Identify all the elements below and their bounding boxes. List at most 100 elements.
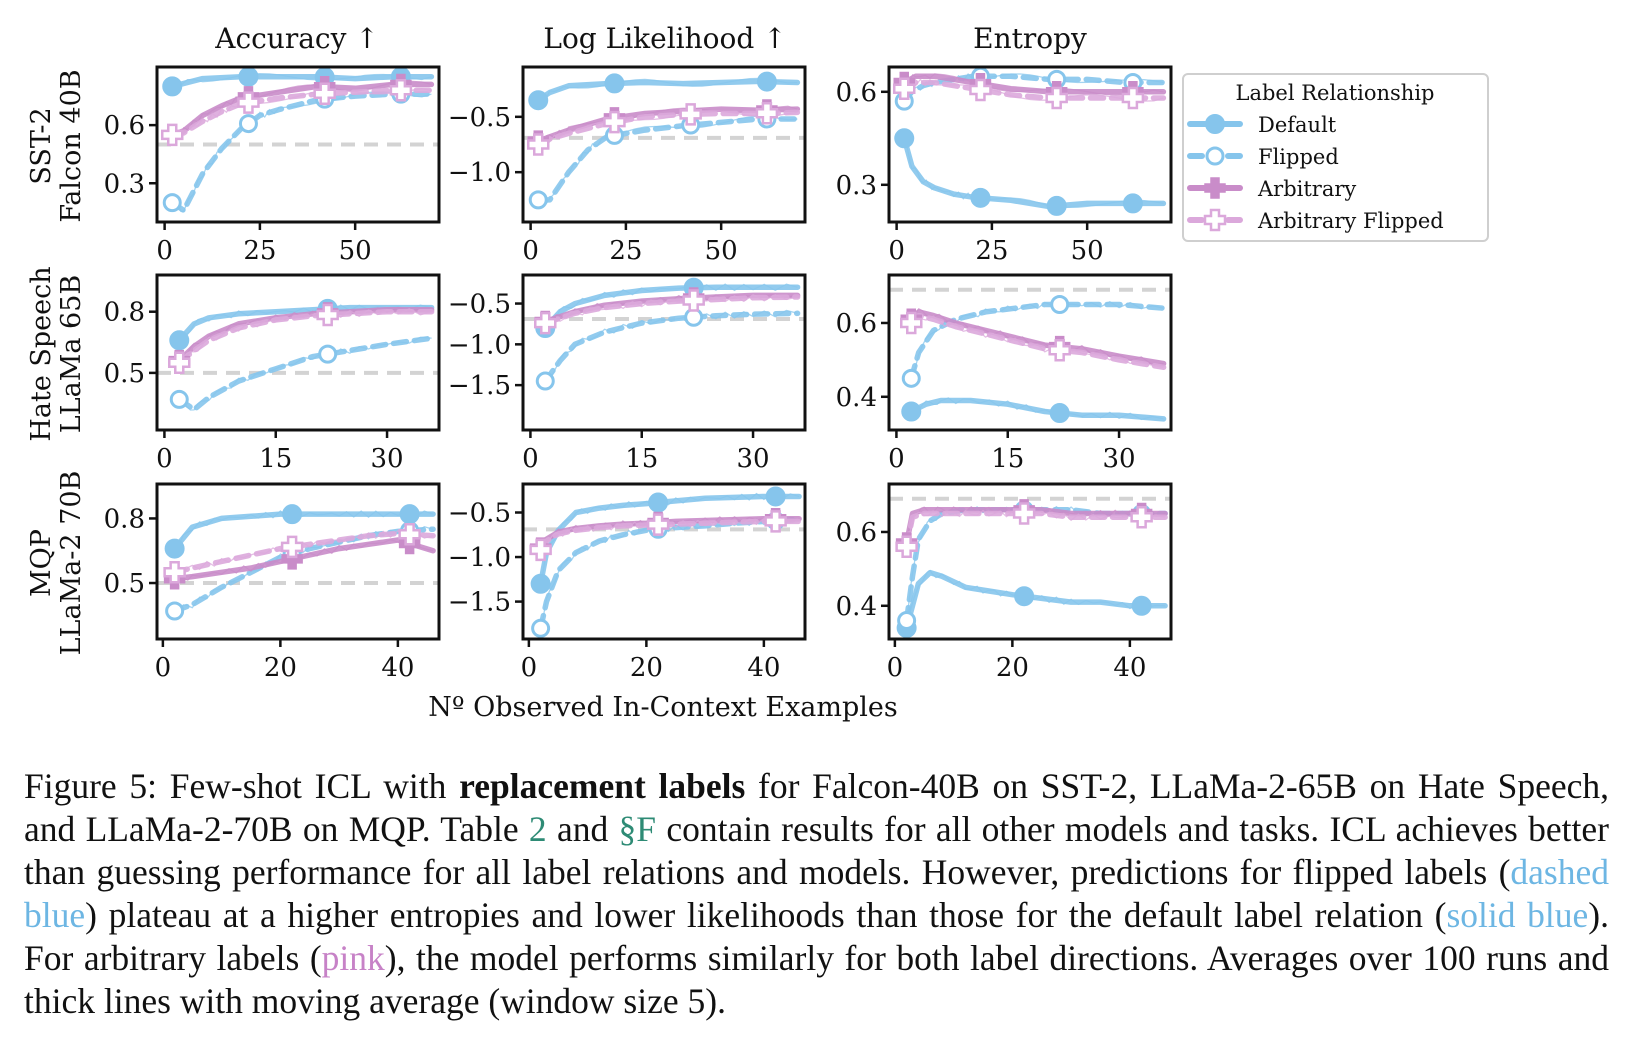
panel-r1-c1-plot-area [523, 283, 805, 384]
x-axis-label: Nº Observed In-Context Examples [428, 692, 898, 723]
caption-label: Figure 5: Few-shot ICL with [24, 766, 460, 806]
series-line-arbitrary-flipped [176, 308, 435, 366]
marker-default [169, 330, 190, 351]
legend-label-flipped: Flipped [1258, 145, 1339, 169]
panel-r0-c0-plot-area [157, 72, 439, 214]
marker-arbitrary-flipped [534, 311, 557, 335]
panel-r1-c2: 0 15 30 0.4 0.6 [836, 273, 1173, 474]
marker-arbitrary-flipped [679, 103, 702, 126]
panel-r0-c2: 0 25 50 0.3 0.6 [836, 65, 1173, 266]
section-ref-link[interactable]: §F [618, 809, 657, 849]
marker-arbitrary-flipped [1130, 505, 1153, 529]
x-tick-label: 15 [259, 444, 292, 474]
x-tick-label: 40 [381, 653, 414, 683]
marker-default [530, 573, 551, 594]
row-title-falcon-40b: Falcon 40B [56, 69, 87, 222]
y-tick-label: 0.5 [104, 569, 145, 599]
marker-default [970, 187, 991, 208]
legend-marker-arbitrary-flipped [1203, 208, 1227, 232]
series-line-arbitrary [169, 81, 435, 138]
series-line-arbitrary-flipped [535, 109, 801, 148]
y-tick-label: −0.5 [448, 103, 511, 133]
x-tick-label: 0 [887, 653, 904, 683]
column-title-entropy: Entropy [973, 22, 1087, 55]
legend-label-arbitrary-flipped: Arbitrary Flipped [1257, 209, 1444, 233]
marker-flipped [165, 601, 185, 621]
panel-r2-c1-frame [521, 482, 807, 641]
panel-r1-c2-frame [887, 273, 1173, 432]
caption-text-4: ) plateau at a higher entropies and lowe… [85, 895, 1447, 935]
y-tick-label: −1.5 [448, 371, 511, 401]
y-tick-label: −0.5 [448, 290, 511, 320]
series-line-arbitrary-flipped [903, 510, 1168, 550]
y-tick-label: 0.5 [104, 359, 145, 389]
x-tick-label: 20 [264, 653, 297, 683]
panel-r2-c1: 0 20 40 −1.5 −1.0 −0.5 [448, 482, 807, 683]
legend-label-default: Default [1258, 113, 1337, 137]
marker-flipped [901, 368, 921, 388]
series-raw-flipped [910, 300, 1164, 379]
series-line-default [903, 569, 1168, 631]
marker-default [1122, 193, 1143, 214]
panel-r2-c2-plot-area [889, 496, 1171, 631]
caption-bold-phrase: replacement labels [459, 766, 746, 806]
panel-r0-c0: 0 25 50 0.3 0.6 [104, 65, 441, 266]
marker-default [894, 128, 915, 149]
legend-item-arbitrary: Arbitrary [1187, 177, 1356, 201]
marker-default [648, 492, 669, 513]
x-tick-label: 30 [737, 444, 770, 474]
marker-arbitrary-flipped [646, 513, 670, 536]
marker-default [399, 504, 420, 525]
marker-arbitrary-flipped [969, 78, 992, 102]
legend-marker-arbitrary [1204, 177, 1226, 199]
marker-arbitrary-flipped [280, 535, 304, 559]
marker-flipped [531, 618, 551, 638]
marker-arbitrary-flipped [764, 510, 787, 533]
y-tick-label: 0.3 [836, 171, 877, 201]
y-tick-label: 0.3 [104, 169, 145, 199]
x-tick-label: 25 [975, 236, 1008, 266]
marker-flipped [318, 344, 338, 364]
series-line-default [901, 135, 1167, 210]
panel-r0-c0-frame [155, 65, 441, 224]
marker-arbitrary-flipped [892, 77, 916, 100]
x-tick-label: 30 [1103, 444, 1136, 474]
marker-flipped [162, 193, 182, 213]
x-tick-label: 0 [522, 236, 539, 266]
figure-grid: Accuracy ↑ Log Likelihood ↑ Entropy SST-… [26, 22, 1489, 723]
series-line-arbitrary-flipped [908, 312, 1167, 371]
x-tick-label: 20 [996, 653, 1029, 683]
marker-flipped [535, 371, 555, 391]
column-title-accuracy: Accuracy ↑ [214, 22, 379, 55]
marker-arbitrary-flipped [160, 123, 184, 147]
x-tick-label: 0 [156, 236, 173, 266]
y-tick-label: 0.6 [104, 111, 145, 141]
series-line-default [537, 493, 802, 587]
x-tick-label: 50 [339, 236, 372, 266]
marker-arbitrary-flipped [1048, 339, 1071, 362]
x-tick-label: 40 [747, 653, 780, 683]
marker-arbitrary-flipped [682, 289, 705, 312]
row-title-llama2-70b: LLaMa-2 70B [56, 471, 87, 656]
y-tick-label: 0.6 [836, 309, 877, 339]
legend-item-flipped: Flipped [1187, 145, 1339, 169]
marker-flipped [897, 611, 917, 631]
legend-marker-flipped [1205, 146, 1225, 166]
panel-r2-c0-frame [155, 482, 441, 641]
x-tick-label: 50 [705, 236, 738, 266]
marker-default [238, 66, 259, 87]
marker-arbitrary-flipped [529, 538, 552, 562]
column-title-log-likelihood: Log Likelihood ↑ [543, 22, 786, 55]
table-ref-link[interactable]: 2 [528, 809, 547, 849]
marker-default [1046, 195, 1067, 216]
panel-r0-c2-frame [887, 65, 1173, 224]
series-line-default [908, 397, 1167, 422]
marker-arbitrary-flipped [398, 522, 421, 546]
series-raw-flipped [539, 516, 800, 632]
x-tick-label: 0 [155, 653, 172, 683]
x-tick-label: 40 [1113, 653, 1146, 683]
y-tick-label: −1.5 [448, 588, 511, 618]
series-line-arbitrary-flipped [169, 87, 435, 138]
row-title-mqp: MQP [26, 529, 57, 597]
marker-arbitrary-flipped [1045, 86, 1068, 110]
